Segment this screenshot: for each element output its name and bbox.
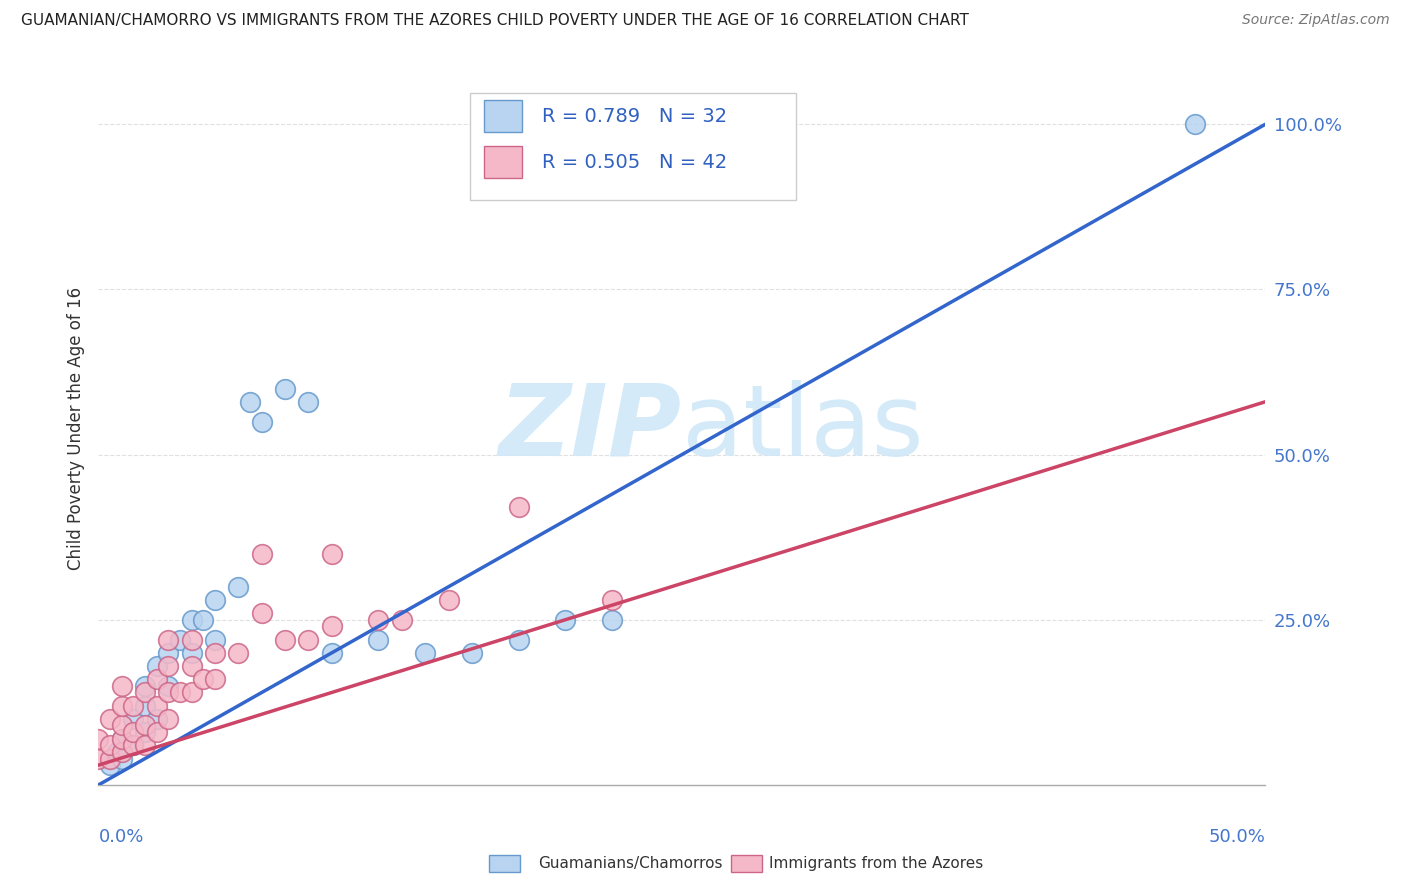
Point bbox=[297, 394, 319, 409]
Point bbox=[600, 613, 623, 627]
Point bbox=[413, 646, 436, 660]
Point bbox=[157, 712, 180, 726]
Point bbox=[1184, 117, 1206, 131]
Point bbox=[437, 593, 460, 607]
Text: GUAMANIAN/CHAMORRO VS IMMIGRANTS FROM THE AZORES CHILD POVERTY UNDER THE AGE OF : GUAMANIAN/CHAMORRO VS IMMIGRANTS FROM TH… bbox=[21, 13, 969, 29]
Point bbox=[122, 698, 145, 713]
Point bbox=[111, 731, 134, 746]
Point bbox=[461, 646, 484, 660]
Point bbox=[180, 613, 202, 627]
Point bbox=[122, 712, 145, 726]
Point bbox=[193, 672, 215, 686]
Text: 0.0%: 0.0% bbox=[98, 828, 143, 846]
Point bbox=[321, 619, 343, 633]
Point bbox=[111, 679, 134, 693]
Point bbox=[111, 718, 134, 732]
Point bbox=[169, 632, 191, 647]
Point bbox=[111, 751, 134, 765]
Text: atlas: atlas bbox=[682, 380, 924, 476]
Point bbox=[204, 593, 226, 607]
Point bbox=[274, 382, 297, 396]
Point bbox=[146, 672, 169, 686]
Point bbox=[250, 606, 273, 620]
Point bbox=[157, 646, 180, 660]
Text: 50.0%: 50.0% bbox=[1209, 828, 1265, 846]
Point bbox=[146, 659, 169, 673]
Point bbox=[157, 679, 180, 693]
Point bbox=[134, 679, 156, 693]
Point bbox=[169, 685, 191, 699]
Point bbox=[98, 739, 121, 753]
FancyBboxPatch shape bbox=[470, 93, 796, 200]
Point bbox=[180, 685, 202, 699]
Point bbox=[122, 725, 145, 739]
Text: Guamanians/Chamorros: Guamanians/Chamorros bbox=[538, 856, 723, 871]
Point bbox=[250, 415, 273, 429]
Point bbox=[250, 547, 273, 561]
Point bbox=[134, 685, 156, 699]
Point bbox=[297, 632, 319, 647]
Point bbox=[367, 632, 389, 647]
Point bbox=[134, 739, 156, 753]
Y-axis label: Child Poverty Under the Age of 16: Child Poverty Under the Age of 16 bbox=[66, 286, 84, 570]
Point bbox=[193, 613, 215, 627]
Point bbox=[122, 739, 145, 753]
Point bbox=[105, 745, 128, 759]
Point bbox=[321, 646, 343, 660]
Point bbox=[111, 698, 134, 713]
Point bbox=[134, 725, 156, 739]
Point bbox=[228, 580, 250, 594]
Point bbox=[146, 712, 169, 726]
Point bbox=[600, 593, 623, 607]
Point bbox=[554, 613, 576, 627]
Text: ZIP: ZIP bbox=[499, 380, 682, 476]
Point bbox=[239, 394, 262, 409]
Point bbox=[98, 758, 121, 772]
Point bbox=[204, 672, 226, 686]
Point bbox=[508, 500, 530, 515]
Point bbox=[274, 632, 297, 647]
Point bbox=[321, 547, 343, 561]
Text: Source: ZipAtlas.com: Source: ZipAtlas.com bbox=[1241, 13, 1389, 28]
Point bbox=[146, 698, 169, 713]
Point bbox=[180, 632, 202, 647]
Point bbox=[391, 613, 413, 627]
Point bbox=[87, 751, 110, 765]
Point bbox=[157, 659, 180, 673]
Point bbox=[204, 646, 226, 660]
Point bbox=[157, 632, 180, 647]
Text: R = 0.789   N = 32: R = 0.789 N = 32 bbox=[541, 107, 727, 126]
Point bbox=[134, 718, 156, 732]
Point bbox=[98, 751, 121, 765]
Point bbox=[122, 739, 145, 753]
Point bbox=[157, 685, 180, 699]
FancyBboxPatch shape bbox=[484, 100, 522, 132]
Point bbox=[204, 632, 226, 647]
Point bbox=[180, 659, 202, 673]
Point bbox=[508, 632, 530, 647]
Point bbox=[111, 745, 134, 759]
Point bbox=[87, 731, 110, 746]
FancyBboxPatch shape bbox=[484, 146, 522, 178]
Point bbox=[228, 646, 250, 660]
Point bbox=[367, 613, 389, 627]
Point bbox=[111, 731, 134, 746]
Point bbox=[134, 698, 156, 713]
Point bbox=[98, 712, 121, 726]
Point bbox=[146, 725, 169, 739]
Point bbox=[180, 646, 202, 660]
Text: R = 0.505   N = 42: R = 0.505 N = 42 bbox=[541, 153, 727, 172]
Text: Immigrants from the Azores: Immigrants from the Azores bbox=[769, 856, 983, 871]
